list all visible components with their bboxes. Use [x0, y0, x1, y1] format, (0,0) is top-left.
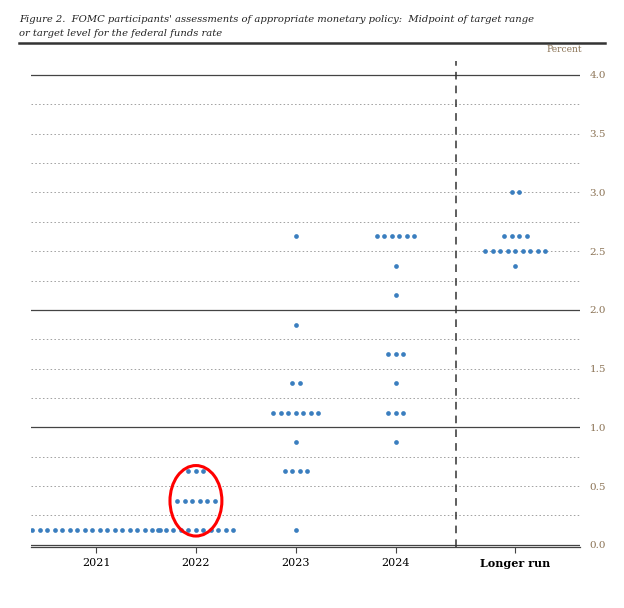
Text: Percent: Percent: [547, 45, 582, 54]
Text: or target level for the federal funds rate: or target level for the federal funds ra…: [19, 29, 222, 38]
Text: Figure 2.  FOMC participants' assessments of appropriate monetary policy:  Midpo: Figure 2. FOMC participants' assessments…: [19, 15, 534, 24]
